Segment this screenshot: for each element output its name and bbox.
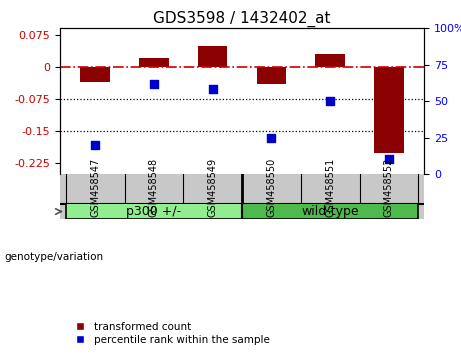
Text: genotype/variation: genotype/variation xyxy=(5,252,104,262)
Text: GSM458550: GSM458550 xyxy=(266,158,277,217)
Text: wild-type: wild-type xyxy=(301,205,359,218)
Title: GDS3598 / 1432402_at: GDS3598 / 1432402_at xyxy=(153,11,331,27)
Text: GSM458551: GSM458551 xyxy=(325,158,335,217)
Bar xyxy=(257,67,286,84)
Text: GSM458547: GSM458547 xyxy=(90,158,100,217)
Bar xyxy=(139,58,169,67)
Point xyxy=(150,81,158,86)
Point xyxy=(326,98,334,104)
Bar xyxy=(315,54,345,67)
Point xyxy=(91,142,99,148)
Bar xyxy=(198,46,227,67)
Text: GSM458548: GSM458548 xyxy=(149,158,159,217)
Point xyxy=(209,87,216,92)
Bar xyxy=(66,204,242,219)
Text: GSM458549: GSM458549 xyxy=(207,158,218,217)
Text: p300 +/-: p300 +/- xyxy=(126,205,182,218)
Legend: transformed count, percentile rank within the sample: transformed count, percentile rank withi… xyxy=(65,317,274,349)
Bar xyxy=(81,67,110,82)
Point xyxy=(385,156,393,162)
Bar xyxy=(242,204,418,219)
Bar xyxy=(374,67,403,153)
Point xyxy=(268,135,275,141)
Text: GSM458552: GSM458552 xyxy=(384,158,394,217)
